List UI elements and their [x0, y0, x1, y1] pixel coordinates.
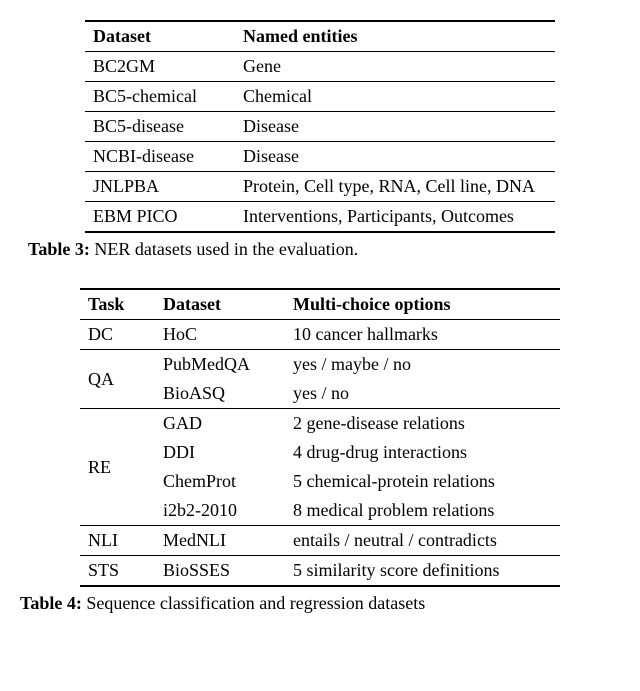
table3-header-row: Dataset Named entities	[85, 21, 555, 52]
table3-caption: Table 3: NER datasets used in the evalua…	[28, 239, 630, 260]
table4-cell-dataset: ChemProt	[155, 467, 285, 496]
table3-cell-entities: Protein, Cell type, RNA, Cell line, DNA	[235, 172, 555, 202]
table3-header-dataset: Dataset	[85, 21, 235, 52]
table4-cell-dataset: HoC	[155, 320, 285, 350]
table-row: BC2GM Gene	[85, 52, 555, 82]
table3-cell-entities: Interventions, Participants, Outcomes	[235, 202, 555, 233]
table4-cell-options: yes / no	[285, 379, 560, 409]
table4-cell-options: 10 cancer hallmarks	[285, 320, 560, 350]
table3-wrap: Dataset Named entities BC2GM Gene BC5-ch…	[10, 20, 630, 233]
table-row: NCBI-disease Disease	[85, 142, 555, 172]
table3-cell-dataset: BC2GM	[85, 52, 235, 82]
table4-cell-options: 5 chemical-protein relations	[285, 467, 560, 496]
table4-caption-label: Table 4:	[20, 593, 82, 613]
table4-cell-task: QA	[80, 350, 155, 409]
table3-cell-entities: Chemical	[235, 82, 555, 112]
table3-cell-dataset: JNLPBA	[85, 172, 235, 202]
table-row: NLI MedNLI entails / neutral / contradic…	[80, 526, 560, 556]
table4-caption: Table 4: Sequence classification and reg…	[20, 593, 630, 614]
table4: Task Dataset Multi-choice options DC HoC…	[80, 288, 560, 587]
table4-header-dataset: Dataset	[155, 289, 285, 320]
table-row: JNLPBA Protein, Cell type, RNA, Cell lin…	[85, 172, 555, 202]
table3: Dataset Named entities BC2GM Gene BC5-ch…	[85, 20, 555, 233]
table4-cell-task: NLI	[80, 526, 155, 556]
table4-cell-options: yes / maybe / no	[285, 350, 560, 380]
table4-cell-dataset: BioSSES	[155, 556, 285, 587]
table4-cell-task: STS	[80, 556, 155, 587]
table3-cell-dataset: NCBI-disease	[85, 142, 235, 172]
table4-cell-options: entails / neutral / contradicts	[285, 526, 560, 556]
table3-cell-dataset: BC5-disease	[85, 112, 235, 142]
table4-cell-dataset: i2b2-2010	[155, 496, 285, 526]
table4-cell-dataset: BioASQ	[155, 379, 285, 409]
table4-header-task: Task	[80, 289, 155, 320]
table4-header-options: Multi-choice options	[285, 289, 560, 320]
table3-cell-entities: Disease	[235, 112, 555, 142]
table3-caption-text: NER datasets used in the evaluation.	[90, 239, 358, 259]
table-row: BC5-disease Disease	[85, 112, 555, 142]
table4-cell-options: 5 similarity score definitions	[285, 556, 560, 587]
table3-cell-entities: Disease	[235, 142, 555, 172]
table4-cell-task: DC	[80, 320, 155, 350]
table3-caption-label: Table 3:	[28, 239, 90, 259]
table-row: STS BioSSES 5 similarity score definitio…	[80, 556, 560, 587]
table4-cell-options: 2 gene-disease relations	[285, 409, 560, 439]
table-row: QA PubMedQA yes / maybe / no	[80, 350, 560, 380]
table4-cell-task: RE	[80, 409, 155, 526]
table4-cell-dataset: DDI	[155, 438, 285, 467]
table3-cell-dataset: EBM PICO	[85, 202, 235, 233]
table3-header-entities: Named entities	[235, 21, 555, 52]
table-row: DC HoC 10 cancer hallmarks	[80, 320, 560, 350]
table3-cell-entities: Gene	[235, 52, 555, 82]
table3-cell-dataset: BC5-chemical	[85, 82, 235, 112]
table4-cell-dataset: GAD	[155, 409, 285, 439]
table4-caption-text: Sequence classification and regression d…	[82, 593, 425, 613]
table4-header-row: Task Dataset Multi-choice options	[80, 289, 560, 320]
table4-cell-options: 4 drug-drug interactions	[285, 438, 560, 467]
table-row: BC5-chemical Chemical	[85, 82, 555, 112]
table4-wrap: Task Dataset Multi-choice options DC HoC…	[10, 288, 630, 587]
table4-cell-dataset: PubMedQA	[155, 350, 285, 380]
table4-cell-options: 8 medical problem relations	[285, 496, 560, 526]
table-row: EBM PICO Interventions, Participants, Ou…	[85, 202, 555, 233]
table4-cell-dataset: MedNLI	[155, 526, 285, 556]
table-row: RE GAD 2 gene-disease relations	[80, 409, 560, 439]
